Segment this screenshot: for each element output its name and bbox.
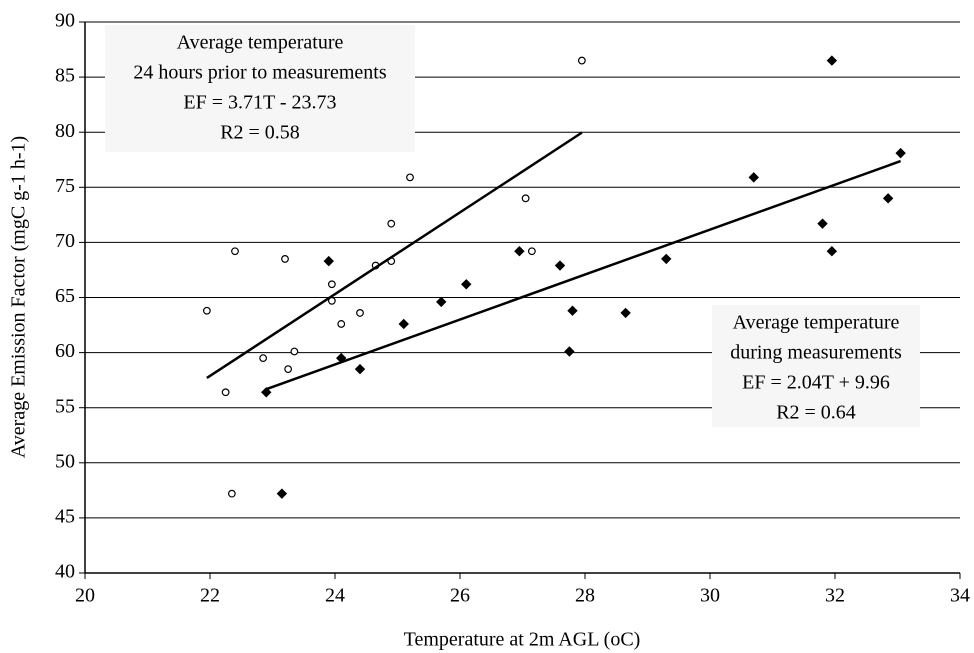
- point: [461, 279, 472, 290]
- point: [661, 253, 672, 265]
- point: [323, 255, 334, 267]
- point: [895, 147, 906, 159]
- trend-line: [206, 131, 583, 379]
- y-tick-label: 55: [55, 395, 75, 417]
- x-axis-title: Temperature at 2m AGL (oC): [404, 629, 641, 651]
- x-tick-label: 20: [75, 585, 95, 607]
- point: [387, 219, 396, 228]
- y-tick-label: 45: [55, 505, 75, 527]
- point: [231, 247, 239, 256]
- y-tick-label: 80: [55, 120, 75, 142]
- point: [554, 260, 566, 271]
- y-tick-label: 65: [55, 285, 75, 307]
- annotation-text: Average temperature: [733, 312, 900, 334]
- trend-line: [265, 159, 902, 391]
- point: [327, 280, 336, 289]
- point: [406, 173, 414, 182]
- point: [337, 320, 346, 328]
- y-tick-label: 70: [55, 230, 75, 252]
- point: [826, 246, 838, 257]
- annotation-text: R2 = 0.64: [776, 402, 856, 424]
- point: [284, 365, 293, 374]
- annotation-text: during measurements: [730, 342, 902, 364]
- point: [521, 194, 530, 203]
- y-tick-label: 60: [55, 340, 75, 362]
- annotation-text: EF = 3.71T - 23.73: [183, 92, 336, 114]
- point: [354, 363, 366, 375]
- point: [261, 387, 272, 398]
- point: [882, 193, 894, 204]
- point: [748, 172, 759, 183]
- x-tick-label: 30: [700, 585, 720, 607]
- annotation-text: Average temperature: [177, 32, 344, 54]
- point: [826, 55, 838, 66]
- x-tick-label: 22: [200, 585, 220, 607]
- point: [514, 246, 525, 257]
- point: [259, 354, 268, 363]
- y-axis-title: Average Emission Factor (mgC g-1 h-1): [8, 136, 30, 458]
- point: [577, 56, 586, 65]
- point: [221, 388, 230, 397]
- y-tick-label: 85: [55, 65, 75, 87]
- point: [567, 305, 578, 316]
- point: [276, 488, 288, 499]
- x-tick-label: 34: [950, 585, 970, 607]
- y-tick-label: 40: [55, 561, 75, 583]
- point: [356, 309, 364, 317]
- point: [527, 247, 536, 256]
- annotation-text: 24 hours prior to measurements: [133, 62, 386, 84]
- annotation-box: [105, 25, 415, 152]
- x-tick-label: 26: [450, 585, 470, 607]
- y-tick-label: 50: [55, 450, 75, 472]
- x-tick-label: 32: [825, 585, 845, 607]
- point: [281, 255, 289, 263]
- point: [398, 318, 409, 330]
- annotation-text: EF = 2.04T + 9.96: [742, 372, 890, 394]
- x-tick-label: 24: [325, 585, 345, 607]
- point: [620, 307, 631, 319]
- annotation-box: [712, 305, 920, 427]
- point: [436, 296, 447, 308]
- point: [564, 346, 575, 357]
- point: [290, 347, 299, 356]
- point: [202, 306, 211, 315]
- point: [227, 489, 236, 498]
- annotation-text: R2 = 0.58: [220, 122, 300, 144]
- y-tick-label: 75: [55, 175, 75, 197]
- point: [817, 218, 828, 229]
- x-tick-label: 28: [575, 585, 595, 607]
- y-tick-label: 90: [55, 10, 75, 32]
